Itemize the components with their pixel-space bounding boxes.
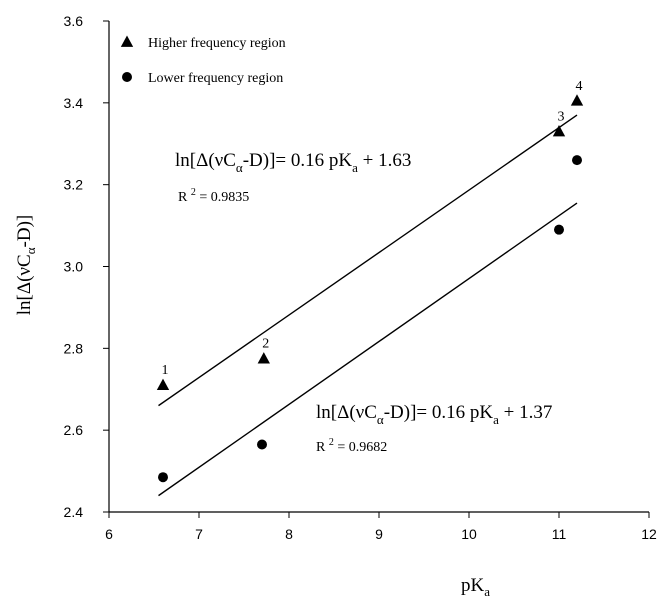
x-axis-label: pKa — [461, 575, 490, 599]
legend-marker-triangle — [120, 35, 134, 47]
point-higher-4 — [570, 94, 584, 106]
x-tick-label: 9 — [375, 526, 383, 542]
point-lower-4 — [572, 155, 582, 166]
upper-fit-equation: ln[Δ(νCα-D)]= 0.16 pKa + 1.63 — [175, 150, 411, 175]
point-label: 2 — [262, 337, 269, 352]
y-axis-label: ln[Δ(νCα-D)] — [14, 215, 38, 315]
point-higher-1 — [156, 378, 170, 391]
legend-label: Higher frequency region — [148, 36, 286, 51]
lower-fit-equation: ln[Δ(νCα-D)]= 0.16 pKa + 1.37 — [316, 402, 552, 427]
y-tick-label: 2.6 — [64, 422, 84, 438]
point-label: 1 — [162, 363, 169, 378]
y-tick-label: 3.2 — [64, 177, 84, 193]
y-tick-label: 3.4 — [64, 95, 84, 111]
legend-marker-circle — [122, 72, 132, 82]
point-lower-3 — [554, 224, 564, 235]
lower-r-squared: R 2 = 0.9682 — [316, 437, 387, 455]
point-lower-1 — [158, 472, 168, 483]
point-higher-3 — [552, 124, 566, 137]
x-tick-label: 7 — [195, 526, 203, 542]
fit-line-lower — [158, 202, 578, 497]
axes: 6 7 8 9 10 11 122.42.62.83.03.23.43.6 — [64, 13, 657, 542]
x-tick-label: 8 — [285, 526, 293, 542]
x-tick-label: 11 — [552, 526, 567, 542]
y-tick-label: 3.0 — [64, 259, 84, 275]
fit-lines — [158, 114, 578, 497]
point-lower-2 — [257, 439, 267, 450]
x-tick-label: 6 — [105, 526, 113, 542]
data-points: 1 2 34 — [156, 79, 584, 483]
upper-r-squared: R 2 = 0.9835 — [178, 187, 249, 205]
y-tick-label: 3.6 — [64, 13, 84, 29]
fit-line-higher — [158, 114, 578, 407]
point-higher-2 — [257, 352, 270, 364]
x-tick-label: 12 — [641, 526, 657, 542]
legend: Higher frequency region Lower frequency r… — [120, 35, 286, 86]
point-label: 3 — [558, 109, 565, 124]
y-tick-label: 2.4 — [64, 504, 84, 520]
point-label: 4 — [576, 79, 583, 94]
y-tick-label: 2.8 — [64, 340, 84, 356]
legend-label: Lower frequency region — [148, 71, 283, 86]
x-tick-label: 10 — [461, 526, 477, 542]
